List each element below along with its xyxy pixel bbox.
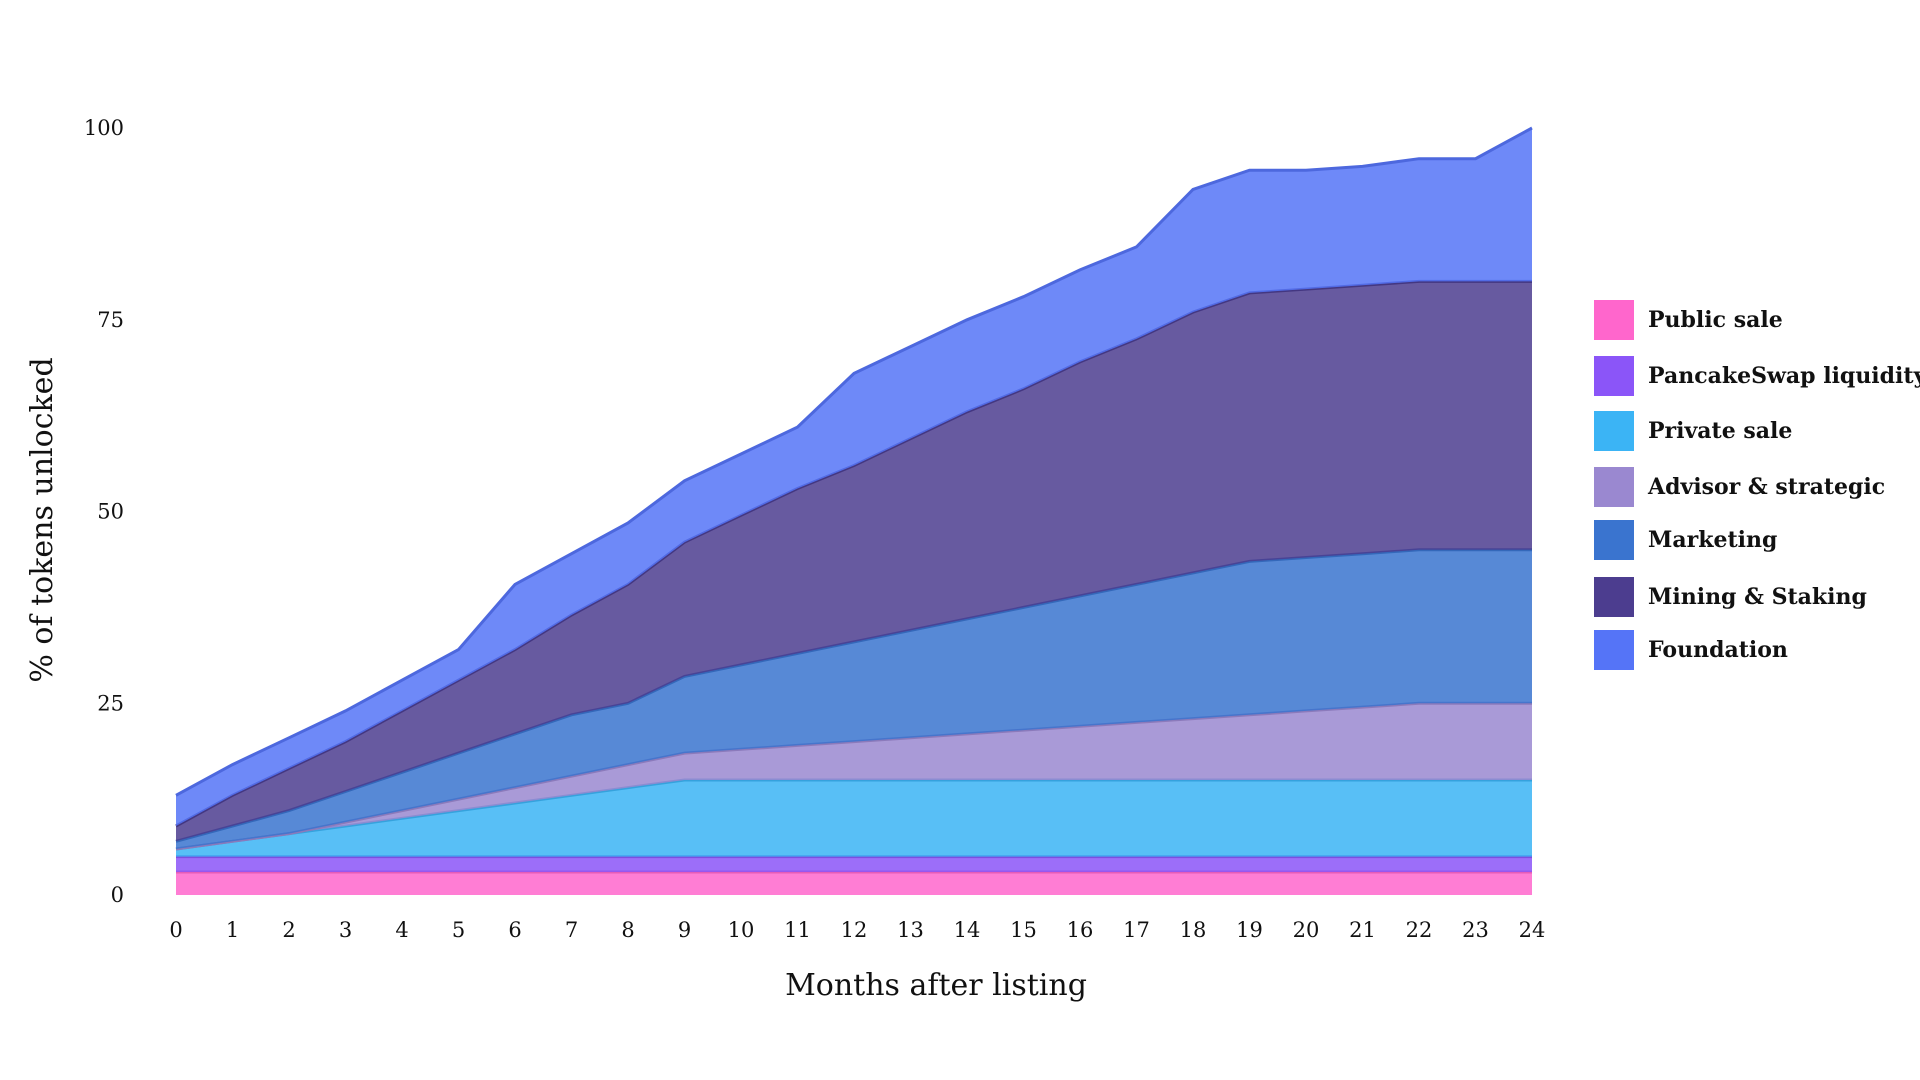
x-tick-label: 10 [728,918,755,942]
legend-label: Marketing [1648,527,1778,553]
y-tick-label: 75 [97,308,124,332]
legend-swatch [1594,577,1634,617]
x-tick-label: 13 [897,918,924,942]
x-tick-label: 18 [1180,918,1207,942]
x-tick-label: 11 [784,918,811,942]
x-tick-label: 0 [169,918,182,942]
legend-label: PancakeSwap liquidity [1648,363,1920,389]
x-tick-label: 24 [1519,918,1546,942]
legend-label: Public sale [1648,307,1783,333]
x-tick-label: 22 [1406,918,1433,942]
legend-item: PancakeSwap liquidity [1594,356,1920,396]
x-tick-label: 5 [452,918,465,942]
y-axis-label: % of tokens unlocked [25,357,60,682]
legend-label: Foundation [1648,637,1788,663]
legend-swatch [1594,411,1634,451]
x-tick-label: 4 [395,918,408,942]
x-tick-label: 3 [339,918,352,942]
legend-item: Mining & Staking [1594,577,1867,617]
legend-label: Private sale [1648,418,1793,444]
y-tick-label: 50 [97,500,124,524]
legend-swatch [1594,467,1634,507]
area-series-1 [176,856,1532,872]
legend-swatch [1594,520,1634,560]
x-axis-label: Months after listing [785,968,1087,1003]
area-series-6 [176,128,1532,826]
x-axis-ticks: 0 1 2 3 4 5 6 7 8 9 10 11 12 13 14 15 16 17 18 19 20 21 22 23 24 [169,918,1545,942]
x-tick-label: 9 [678,918,691,942]
x-tick-label: 1 [226,918,239,942]
y-tick-label: 100 [84,116,124,140]
legend-label: Mining & Staking [1648,584,1867,610]
x-tick-label: 7 [565,918,578,942]
area-layer [175,126,1533,895]
area-series-4 [176,549,1532,849]
legend-item: Foundation [1594,630,1788,670]
x-tick-label: 19 [1236,918,1263,942]
x-tick-label: 14 [954,918,981,942]
legend-item: Public sale [1594,300,1783,340]
x-tick-label: 23 [1462,918,1489,942]
x-tick-label: 12 [841,918,868,942]
legend-item: Advisor & strategic [1594,467,1885,507]
area-series-3 [176,703,1532,849]
y-tick-label: 0 [111,883,124,907]
area-series-2 [176,780,1532,857]
x-tick-label: 8 [621,918,634,942]
x-tick-label: 16 [1067,918,1094,942]
legend-item: Private sale [1594,411,1792,451]
legend-item: Marketing [1594,520,1777,560]
legend-swatch [1594,300,1634,340]
x-tick-label: 20 [1293,918,1320,942]
x-tick-label: 21 [1349,918,1376,942]
x-tick-label: 15 [1010,918,1037,942]
x-tick-label: 6 [508,918,521,942]
x-tick-label: 17 [1123,918,1150,942]
legend-label: Advisor & strategic [1648,474,1886,500]
x-tick-label: 2 [282,918,295,942]
legend-swatch [1594,356,1634,396]
y-axis-ticks: 0 25 50 75 100 [84,116,124,907]
area-series-0 [176,872,1532,895]
legend-swatch [1594,630,1634,670]
area-series-5 [176,281,1532,842]
area-series-line-6 [175,126,1533,797]
y-tick-label: 25 [97,691,124,715]
